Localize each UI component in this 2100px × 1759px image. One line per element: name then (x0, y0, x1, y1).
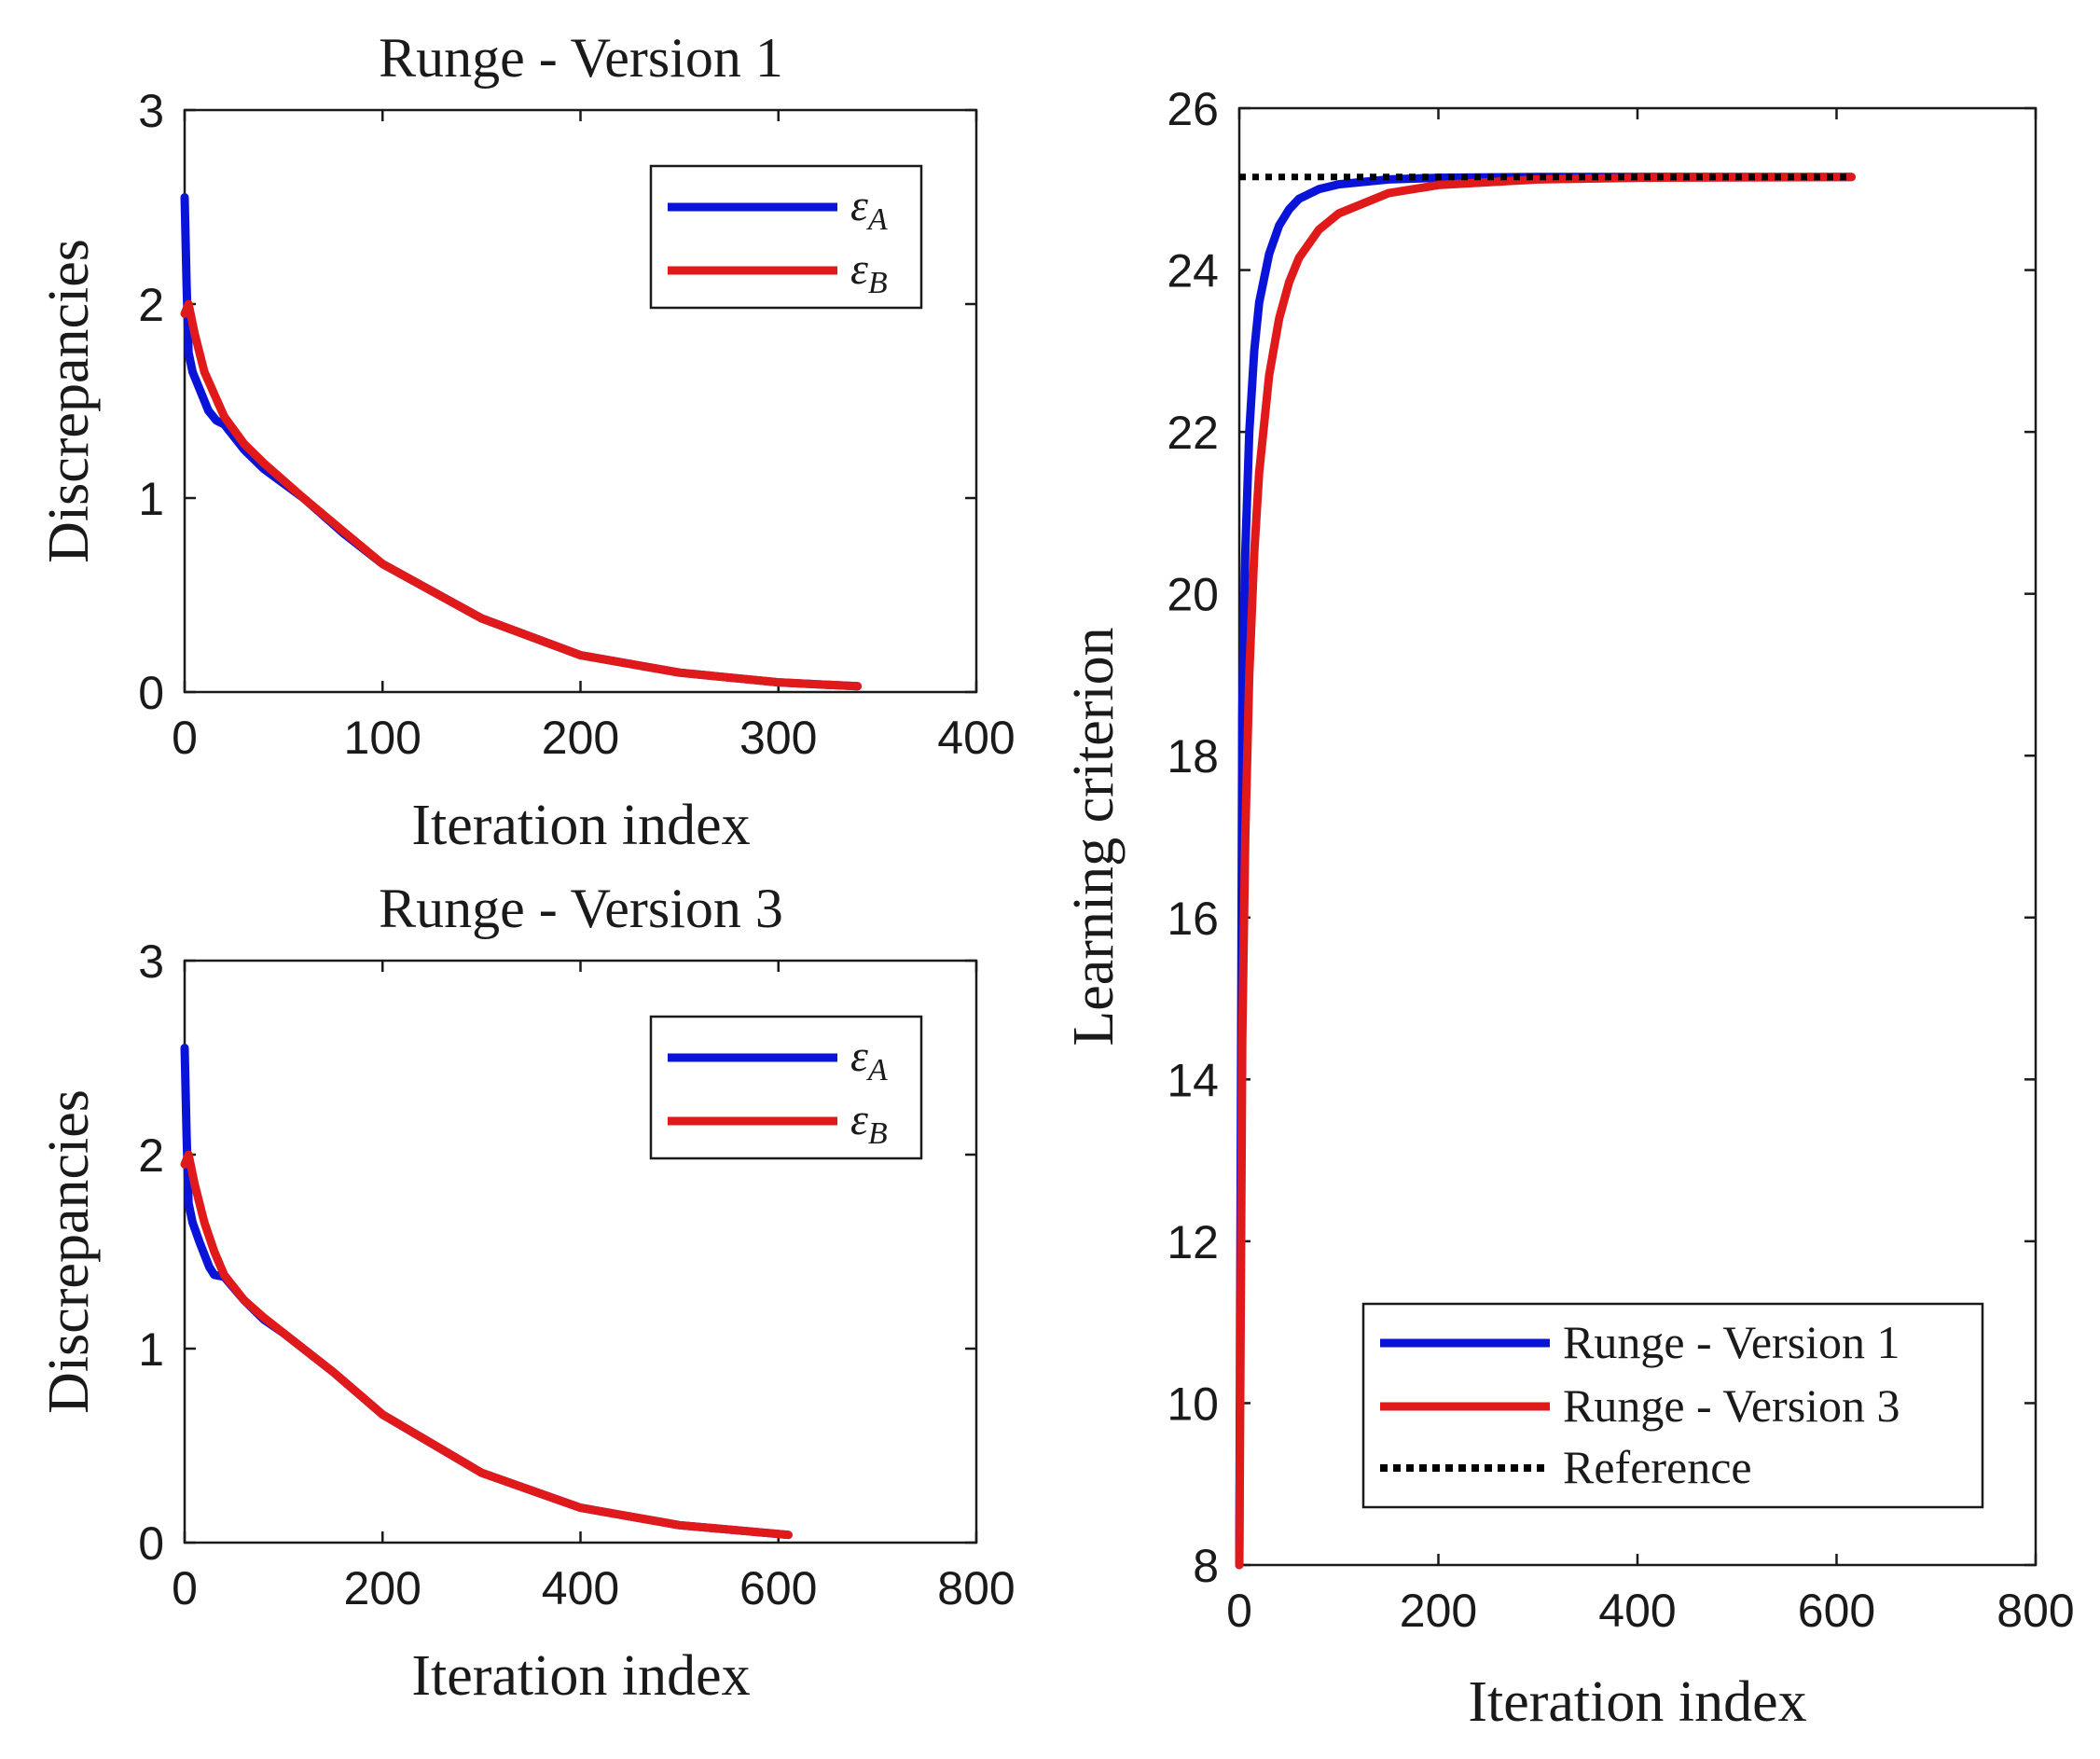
legend-label-eb: εB (850, 244, 888, 300)
y-tick-label: 26 (1167, 83, 1219, 135)
legend-label-v3: Runge - Version 3 (1563, 1379, 1900, 1432)
y-axis-label: Discrepancies (37, 1089, 101, 1414)
legend-symbol: ε (850, 244, 868, 294)
legend-symbol: ε (850, 1095, 868, 1144)
chart-title: Runge - Version 3 (379, 878, 783, 939)
legend: εA εB (649, 164, 923, 310)
y-tick-label: 2 (138, 1129, 164, 1182)
x-tick-label: 0 (172, 712, 198, 764)
series-line-runge-version-3 (1235, 173, 1856, 1570)
y-tick-label: 8 (1193, 1540, 1219, 1592)
chart-title: Runge - Version 1 (379, 27, 783, 89)
y-tick-label: 20 (1167, 569, 1219, 621)
y-ticks: 8 10 12 14 16 18 20 22 24 26 (1167, 83, 2036, 1592)
series-line-runge-version-1 (1235, 173, 1856, 1570)
y-axis-label: Discrepancies (37, 239, 101, 563)
x-tick-label: 400 (1598, 1585, 1676, 1637)
legend-label-v1: Runge - Version 1 (1563, 1316, 1900, 1368)
legend-box (649, 1015, 923, 1160)
x-tick-label: 200 (1400, 1585, 1477, 1637)
y-tick-label: 18 (1167, 730, 1219, 783)
x-ticks: 0 200 400 600 800 (1226, 108, 2075, 1637)
legend-label-ea: εA (850, 181, 888, 237)
y-tick-label: 14 (1167, 1054, 1219, 1106)
y-axis-label: Learning criterion (1062, 627, 1126, 1046)
x-axis-label: Iteration index (1468, 1670, 1806, 1734)
legend-subscript: A (866, 202, 888, 237)
series-group (180, 1044, 793, 1540)
legend: Runge - Version 1 Runge - Version 3 Refe… (1361, 1302, 1984, 1509)
series-line--b (180, 1150, 793, 1540)
y-tick-label: 2 (138, 279, 164, 331)
x-tick-label: 200 (344, 1562, 421, 1614)
x-tick-label: 300 (739, 712, 817, 764)
legend: εA εB (649, 1015, 923, 1160)
x-tick-label: 400 (937, 712, 1015, 764)
legend-subscript: B (868, 1116, 888, 1151)
x-ticks: 0 200 400 600 800 (172, 961, 1015, 1614)
chart-runge-version-3: Runge - Version 3 0 200 400 600 800 0 1 2 3 Ite… (37, 878, 1015, 1708)
x-tick-label: 600 (1798, 1585, 1875, 1637)
x-tick-label: 0 (1226, 1585, 1252, 1637)
x-tick-label: 600 (739, 1562, 817, 1614)
x-tick-label: 0 (172, 1562, 198, 1614)
x-tick-label: 800 (1996, 1585, 2074, 1637)
y-ticks: 0 1 2 3 (138, 85, 976, 719)
y-tick-label: 16 (1167, 893, 1219, 945)
series-group (180, 193, 863, 691)
x-axis-label: Iteration index (411, 1644, 750, 1708)
x-tick-label: 400 (542, 1562, 619, 1614)
x-tick-label: 200 (542, 712, 619, 764)
y-tick-label: 1 (138, 1323, 164, 1376)
legend-label-eb: εB (850, 1095, 888, 1151)
y-tick-label: 22 (1167, 407, 1219, 459)
x-tick-label: 100 (344, 712, 421, 764)
y-tick-label: 0 (138, 1517, 164, 1570)
legend-symbol: ε (850, 1032, 868, 1081)
y-tick-label: 3 (138, 85, 164, 137)
y-tick-label: 12 (1167, 1216, 1219, 1268)
y-tick-label: 10 (1167, 1378, 1219, 1430)
y-tick-label: 0 (138, 667, 164, 719)
legend-box (649, 164, 923, 310)
x-ticks: 0 100 200 300 400 (172, 110, 1015, 764)
series-group (1235, 173, 1856, 1570)
x-axis-label: Iteration index (411, 794, 750, 857)
legend-subscript: A (866, 1053, 888, 1087)
y-tick-label: 1 (138, 473, 164, 525)
legend-label-reference: Reference (1563, 1441, 1752, 1493)
y-ticks: 0 1 2 3 (138, 935, 976, 1570)
series-line--b (180, 299, 863, 691)
legend-subscript: B (868, 266, 888, 300)
legend-label-ea: εA (850, 1032, 888, 1087)
x-tick-label: 800 (937, 1562, 1015, 1614)
legend-symbol: ε (850, 181, 868, 230)
y-tick-label: 24 (1167, 245, 1219, 298)
y-tick-label: 3 (138, 935, 164, 988)
chart-runge-version-1: Runge - Version 1 0 100 200 300 400 0 1 2 3 Ite… (37, 27, 1015, 857)
chart-learning-criterion: 0 200 400 600 800 8 10 12 14 16 18 20 22 24 26 Iterat… (1062, 83, 2075, 1734)
